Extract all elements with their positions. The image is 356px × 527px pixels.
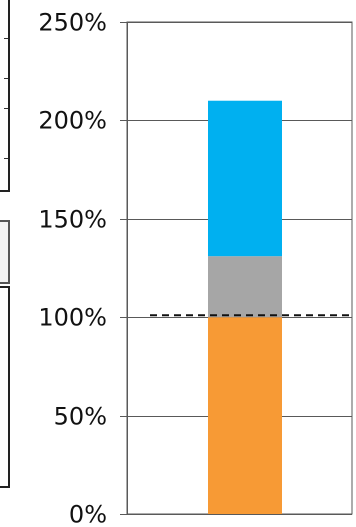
panel-tick (4, 78, 8, 79)
bar-segment-3 (208, 100, 282, 257)
y-tick-label: 50% (54, 403, 107, 431)
panel-tick (4, 38, 8, 39)
y-tick-label: 200% (38, 107, 107, 135)
bars (208, 100, 282, 514)
panel-tick (4, 158, 8, 159)
y-tick-label: 250% (38, 9, 107, 37)
y-tick-label: 0% (69, 501, 107, 527)
cropped-panel-bottom (0, 286, 10, 488)
y-axis-tick-labels: 0% 50% 100% 150% 200% 250% (38, 9, 107, 527)
cropped-panel-middle (0, 220, 10, 284)
panel-tick (4, 108, 8, 109)
bar-segment-2 (208, 256, 282, 318)
cropped-panel-top (0, 0, 10, 192)
y-tick-label: 100% (38, 304, 107, 332)
y-tick-label: 150% (38, 206, 107, 234)
bar-segment-1 (208, 317, 282, 514)
